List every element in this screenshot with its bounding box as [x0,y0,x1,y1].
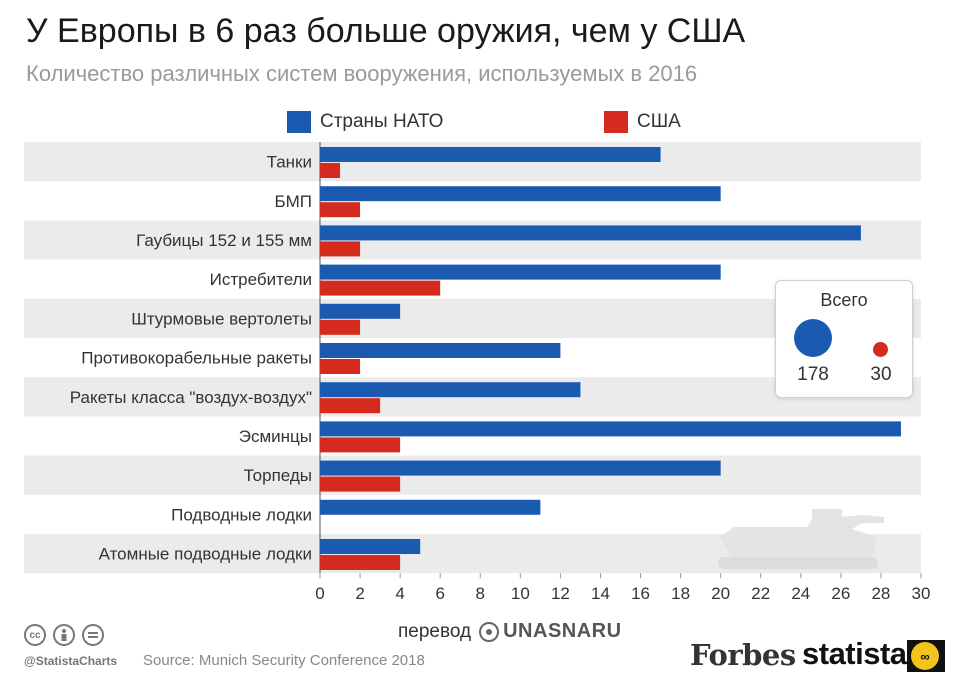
chart-subtitle: Количество различных систем вооружения, … [26,61,698,86]
bar-usa [320,280,441,296]
x-tick-label: 16 [631,584,650,603]
x-tick-label: 10 [511,584,530,603]
bar-nato [320,421,901,437]
category-label: Эсминцы [239,427,312,446]
category-label: Подводные лодки [171,505,312,524]
bar-nato [320,499,541,515]
category-label: Ракеты класса "воздух-воздух" [70,388,312,407]
x-tick-label: 20 [711,584,730,603]
bar-usa [320,476,401,492]
x-tick-label: 30 [912,584,931,603]
tank-silhouette-icon [712,497,892,578]
bar-usa [320,359,361,374]
totals-nato-circle [794,319,832,357]
translation-brand-text: UNASNARU [503,620,622,642]
totals-nato-value: 178 [797,364,829,385]
no-derivatives-icon [82,624,104,646]
statista-badge-mark: ∞ [911,642,939,670]
bar-nato [320,382,581,398]
license-icons: cc [24,624,104,646]
totals-box: Всего 178 30 [775,280,913,398]
category-label: БМП [274,192,312,211]
x-tick-label: 2 [355,584,364,603]
bar-nato [320,147,661,162]
totals-title: Всего [820,290,868,310]
bar-nato [320,225,861,241]
category-label: Атомные подводные лодки [99,545,312,564]
bar-usa [320,319,361,335]
bar-usa [320,555,401,570]
legend-label-nato: Страны НАТО [320,111,444,132]
bar-usa [320,437,401,453]
legend-swatch-nato [287,111,311,133]
totals-usa-circle [873,342,888,357]
x-tick-label: 4 [395,584,404,603]
statista-logo: statista [802,636,907,671]
translation-label: перевод [398,620,472,642]
unasnaru-logo-icon [479,621,500,642]
category-label: Танки [267,153,312,172]
row-band [24,298,921,338]
category-label: Торпеды [244,466,312,485]
x-tick-label: 8 [476,584,485,603]
category-label: Штурмовые вертолеты [131,309,312,328]
x-tick-label: 14 [591,584,610,603]
x-tick-label: 18 [671,584,690,603]
bar-usa [320,163,341,178]
x-tick-label: 6 [435,584,444,603]
attribution-icon [53,624,75,646]
bar-nato [320,303,401,319]
translation-credit: перевод UNASNARU [398,620,622,643]
totals-usa-value: 30 [870,364,892,385]
bar-nato [320,460,721,476]
chart-title: У Европы в 6 раз больше оружия, чем у СШ… [26,12,746,50]
x-tick-label: 24 [791,584,810,603]
x-tick-label: 28 [871,584,890,603]
translation-brand-logo: UNASNARU [479,620,621,643]
legend-item-nato: Страны НАТО [287,110,443,134]
x-tick-label: 22 [751,584,770,603]
category-label: Истребители [210,270,312,289]
category-label: Противокорабельные ракеты [81,349,312,368]
source-note: Source: Munich Security Conference 2018 [143,652,425,669]
statista-badge-icon: ∞ [907,640,945,672]
x-tick-label: 12 [551,584,570,603]
legend-swatch-usa [604,111,628,133]
bar-usa [320,241,361,257]
x-tick-label: 26 [831,584,850,603]
bar-nato [320,343,561,358]
legend-item-usa: США [604,110,681,134]
x-tick-label: 0 [315,584,324,603]
bar-usa [320,398,381,414]
bar-nato [320,539,421,554]
creative-commons-icon: cc [24,624,46,646]
bar-nato [320,264,721,280]
bar-nato [320,186,721,202]
forbes-logo: Forbes [690,638,796,672]
bar-usa [320,202,361,218]
category-label: Гаубицы 152 и 155 мм [136,231,312,250]
statista-handle: @StatistaCharts [24,654,118,668]
legend-label-usa: США [637,111,681,132]
